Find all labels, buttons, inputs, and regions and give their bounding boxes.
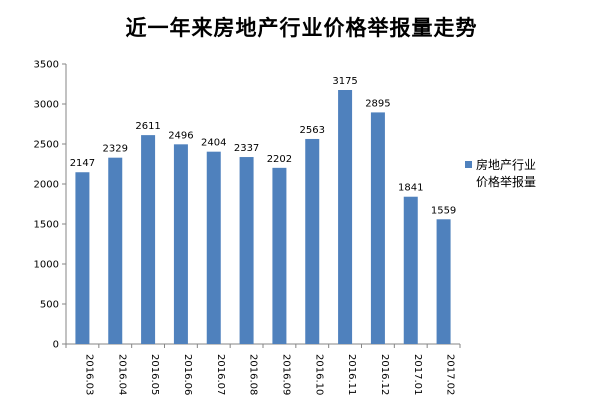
data-label-2016.09: 2202 [267,154,292,165]
bar-2016.03 [75,172,90,344]
y-tick-label: 2000 [34,180,59,191]
data-label-2016.03: 2147 [70,158,95,169]
bar-2016.10 [305,138,320,344]
x-tick-label-2016.04: 2016.04 [116,354,127,395]
data-label-2016.04: 2329 [103,144,128,155]
bar-2016.04 [108,157,123,344]
bar-2016.11 [338,90,353,344]
x-tick-label-2017.02: 2017.02 [445,354,456,395]
y-tick-label: 0 [53,340,59,351]
y-tick-label: 3000 [34,100,59,111]
bar-2017.01 [403,196,418,344]
bar-series [75,90,451,345]
data-label-2016.10: 2563 [300,125,325,136]
chart-legend: 房地产行业价格举报量 [465,157,536,189]
data-label-2016.11: 3175 [332,76,357,87]
chart-title: 近一年来房地产行业价格举报量走势 [125,15,478,40]
y-tick-label: 1000 [34,260,59,271]
x-tick-label-2016.07: 2016.07 [215,354,226,395]
x-tick-label-2016.11: 2016.11 [346,354,357,395]
data-labels: 2147 2329 2611 2496 2404 2337 2202 2563 3175 2895… [70,76,457,216]
data-label-2016.12: 2895 [365,98,390,109]
x-tick-label-2016.06: 2016.06 [182,354,193,395]
data-label-2016.07: 2404 [201,138,226,149]
x-tick-label-2016.08: 2016.08 [248,354,259,395]
bar-2016.09 [272,167,287,344]
x-tick-label-2016.12: 2016.12 [379,354,390,395]
x-tick-label-2016.10: 2016.10 [313,354,324,395]
chart-axes: 0 500 1000 1500 2000 2500 3000 3500 2016.03 2016.… [34,60,461,395]
bar-2016.06 [173,144,188,344]
data-label-2016.08: 2337 [234,143,259,154]
bar-2016.12 [370,112,385,345]
x-tick-label-2017.01: 2017.01 [412,354,423,395]
x-tick-label-2016.03: 2016.03 [83,354,94,395]
legend-swatch [465,161,472,168]
bar-2017.02 [436,219,451,344]
bar-2016.07 [206,151,221,344]
y-tick-label: 3500 [34,60,59,71]
data-label-2017.02: 1559 [431,205,456,216]
bar-2016.08 [239,157,254,344]
legend-label-line-2: 价格举报量 [476,174,536,189]
y-tick-label: 500 [40,300,59,311]
data-label-2017.01: 1841 [398,183,423,194]
x-tick-label-2016.09: 2016.09 [280,354,291,395]
y-tick-label: 2500 [34,140,59,151]
bar-2016.05 [141,135,156,344]
y-tick-label: 1500 [34,220,59,231]
x-tick-label-2016.05: 2016.05 [149,354,160,395]
data-label-2016.05: 2611 [135,121,160,132]
data-label-2016.06: 2496 [168,130,193,141]
legend-label-line-1: 房地产行业 [476,157,536,172]
